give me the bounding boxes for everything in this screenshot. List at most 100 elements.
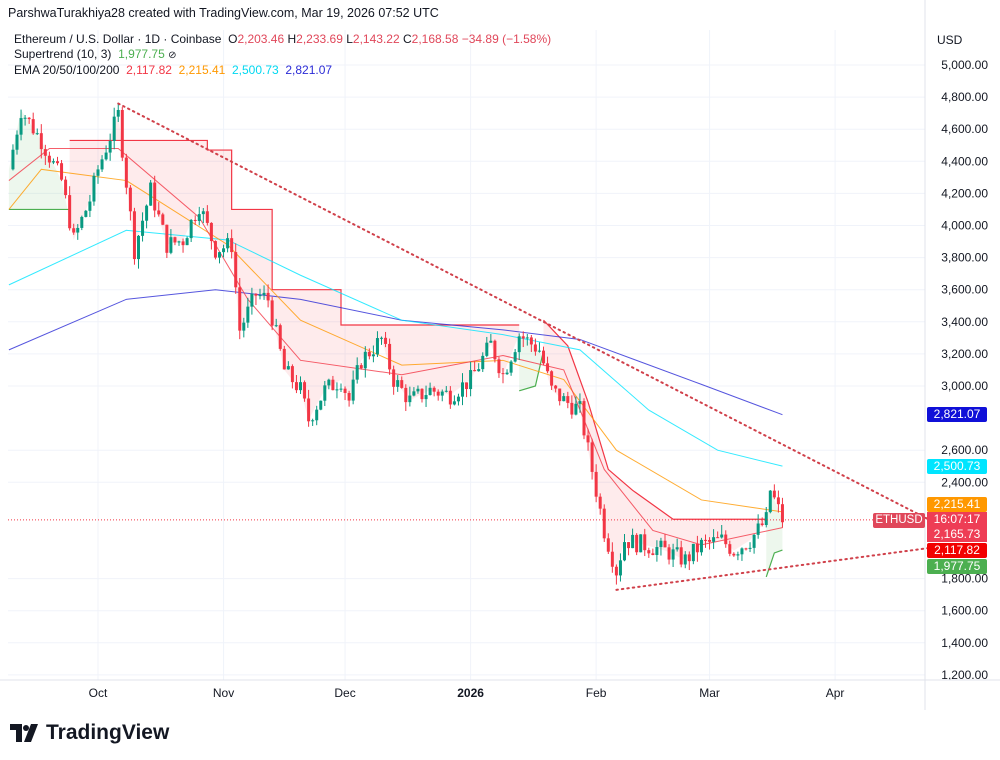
- candle-body: [517, 336, 521, 353]
- candle-body: [96, 169, 100, 176]
- change-value: −34.89 (−1.58%): [461, 32, 552, 46]
- candle-body: [274, 325, 278, 327]
- x-tick-label: Mar: [699, 686, 720, 700]
- candle-body: [655, 547, 659, 555]
- ema50-badge: 2,215.41: [927, 497, 987, 512]
- hidden-eye-icon[interactable]: ⊘: [168, 50, 177, 61]
- candle-body: [428, 387, 432, 396]
- candle-body: [699, 539, 703, 553]
- candle-body: [19, 118, 23, 135]
- candle-body: [772, 490, 776, 498]
- candle-body: [209, 222, 213, 242]
- candle-body: [756, 523, 760, 535]
- candle-body: [602, 508, 606, 539]
- candle-body: [683, 554, 687, 565]
- candle-body: [687, 554, 691, 562]
- x-tick-label: Nov: [213, 686, 234, 700]
- candle-body: [732, 553, 736, 556]
- x-tick-label: Oct: [89, 686, 108, 700]
- candle-body: [456, 396, 460, 402]
- candle-body: [513, 352, 517, 362]
- candle-body: [635, 534, 639, 553]
- candle-body: [165, 224, 169, 253]
- candle-body: [201, 211, 205, 215]
- candle-body: [161, 214, 165, 225]
- candle-body: [400, 380, 404, 388]
- candle-body: [262, 292, 266, 296]
- candle-body: [51, 161, 55, 163]
- candle-body: [432, 387, 436, 392]
- tradingview-logo-icon: [10, 724, 38, 742]
- candle-body: [294, 382, 298, 391]
- candle-body: [331, 379, 335, 391]
- high-label: H: [287, 32, 297, 46]
- y-tick-label: 3,200.00: [941, 347, 988, 361]
- candle-body: [776, 497, 780, 505]
- candle-body: [339, 388, 343, 390]
- candle-body: [290, 366, 294, 383]
- candle-body: [667, 547, 671, 560]
- ema100-badge: 2,500.73: [927, 459, 987, 474]
- candle-body: [704, 539, 707, 541]
- candle-body: [712, 537, 716, 542]
- candle-body: [11, 149, 15, 170]
- candle-body: [278, 325, 282, 349]
- candle-body: [307, 398, 311, 422]
- symbol-row[interactable]: Ethereum / U.S. Dollar · 1D · Coinbase O…: [14, 32, 551, 47]
- candle-body: [610, 551, 614, 567]
- supertrend-row[interactable]: Supertrend (10, 3) 1,977.75 ⊘: [14, 47, 551, 63]
- candle-body: [675, 547, 679, 550]
- candle-body: [218, 252, 221, 258]
- candle-body: [542, 350, 545, 364]
- y-tick-label: 1,800.00: [941, 572, 988, 586]
- y-tick-label: 3,800.00: [941, 251, 988, 265]
- ema200-badge: 2,821.07: [927, 407, 987, 422]
- candle-body: [643, 534, 647, 551]
- ema-row[interactable]: EMA 20/50/100/200 2,117.82 2,215.41 2,50…: [14, 63, 551, 78]
- y-tick-label: 2,600.00: [941, 443, 988, 457]
- candle-body: [254, 293, 258, 296]
- currency-label[interactable]: USD: [937, 33, 963, 47]
- ema20-value: 2,117.82: [126, 63, 172, 77]
- logo-text: TradingView: [46, 721, 170, 744]
- candle-body: [558, 388, 562, 402]
- candle-body: [768, 490, 772, 513]
- candle-body: [80, 216, 84, 228]
- candle-body: [529, 337, 533, 345]
- candle-body: [226, 238, 230, 249]
- candle-body: [303, 382, 307, 399]
- candle-body: [566, 396, 570, 403]
- candle-body: [740, 548, 744, 555]
- chart-credit: ParshwaTurakhiya28 created with TradingV…: [8, 6, 439, 20]
- candle-body: [554, 385, 558, 389]
- candle-body: [764, 512, 768, 526]
- candle-body: [452, 401, 456, 405]
- candle-body: [448, 390, 452, 405]
- candle-body: [88, 201, 92, 211]
- chart-legend: Ethereum / U.S. Dollar · 1D · Coinbase O…: [14, 32, 551, 78]
- ema20-line: [8, 147, 783, 546]
- candle-body: [550, 371, 554, 386]
- candle-body: [473, 370, 477, 372]
- candle-body: [193, 219, 197, 221]
- candle-body: [691, 543, 695, 562]
- tradingview-logo[interactable]: TradingView: [10, 721, 169, 745]
- ema200-value: 2,821.07: [285, 63, 333, 77]
- candle-body: [420, 388, 424, 400]
- low-value: 2,143.22: [352, 32, 400, 46]
- candle-body: [315, 409, 319, 421]
- candle-body: [489, 340, 493, 343]
- candle-body: [521, 336, 525, 339]
- candle-body: [153, 182, 157, 211]
- candle-body: [412, 391, 416, 396]
- last-price: 2,165.73: [933, 527, 981, 541]
- y-tick-label: 5,000.00: [941, 58, 988, 72]
- close-label: C: [402, 32, 412, 46]
- candle-body: [582, 401, 586, 436]
- close-value: 2,168.58: [411, 32, 459, 46]
- candle-body: [651, 553, 655, 555]
- candle-body: [469, 370, 473, 390]
- candle-body: [173, 237, 177, 243]
- candle-body: [250, 293, 254, 307]
